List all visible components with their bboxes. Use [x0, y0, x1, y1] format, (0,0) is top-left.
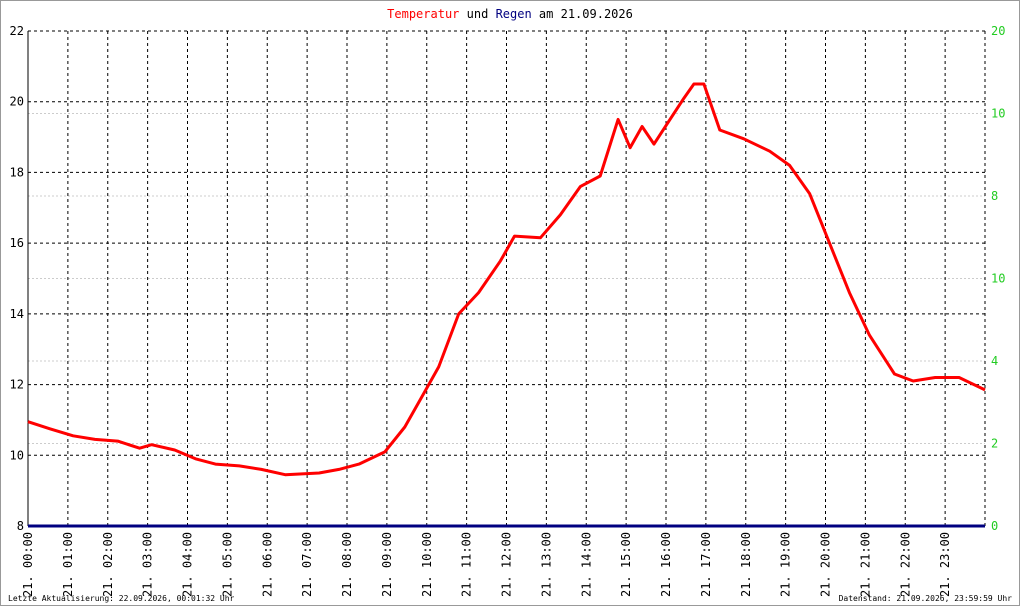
y-tick-label: 16	[10, 236, 24, 250]
x-tick-label: 21. 19:00	[779, 532, 793, 597]
x-tick-label: 21. 03:00	[141, 532, 155, 597]
y-tick-label: 14	[10, 307, 24, 321]
x-tick-label: 21. 18:00	[739, 532, 753, 597]
series-line	[27, 82, 986, 477]
y2-tick-label: 8	[991, 189, 998, 203]
x-tick-label: 21. 05:00	[220, 532, 234, 597]
title-connector: und	[467, 7, 489, 21]
x-tick-label: 21. 22:00	[898, 532, 912, 597]
y2-tick-label: 10	[991, 107, 1005, 121]
title-date: am 21.09.2026	[539, 7, 633, 21]
y-tick-label: 22	[10, 24, 24, 38]
chart-title: Temperatur und Regen am 21.09.2026	[387, 7, 633, 21]
x-tick-label: 21. 04:00	[181, 532, 195, 597]
x-tick-label: 21. 02:00	[101, 532, 115, 597]
x-tick-label: 21. 15:00	[619, 532, 633, 597]
y2-tick-label: 20	[991, 24, 1005, 38]
x-tick-label: 21. 01:00	[61, 532, 75, 597]
x-tick-label: 21. 09:00	[380, 532, 394, 597]
footer-right: Datenstand: 21.09.2026, 23:59:59 Uhr	[839, 594, 1013, 603]
y-tick-label: 18	[10, 165, 24, 179]
x-tick-label: 21. 14:00	[579, 532, 593, 597]
title-series-2: Regen	[496, 7, 532, 21]
x-tick-label: 21. 10:00	[420, 532, 434, 597]
x-tick-label: 21. 16:00	[659, 532, 673, 597]
y2-tick-label: 2	[991, 437, 998, 451]
x-tick-label: 21. 20:00	[819, 532, 833, 597]
x-tick-label: 21. 17:00	[699, 532, 713, 597]
y-tick-label: 20	[10, 95, 24, 109]
y2-tick-label: 4	[991, 354, 998, 368]
y2-tick-label: 0	[991, 519, 998, 533]
y-tick-label: 8	[17, 519, 24, 533]
x-tick-label: 21. 07:00	[300, 532, 314, 597]
y2-tick-label: 10	[991, 272, 1005, 286]
x-tick-label: 21. 11:00	[460, 532, 474, 597]
y-tick-label: 12	[10, 378, 24, 392]
x-tick-label: 21. 12:00	[500, 532, 514, 597]
x-tick-label: 21. 06:00	[260, 532, 274, 597]
y-tick-label: 10	[10, 448, 24, 462]
x-tick-label: 21. 13:00	[539, 532, 553, 597]
footer-left: Letzte Aktualisierung: 22.09.2026, 00:01…	[8, 594, 235, 603]
x-tick-label: 21. 00:00	[21, 532, 35, 597]
title-series-1: Temperatur	[387, 7, 459, 21]
x-tick-label: 21. 23:00	[938, 532, 952, 597]
x-tick-label: 21. 08:00	[340, 532, 354, 597]
x-tick-label: 21. 21:00	[858, 532, 872, 597]
